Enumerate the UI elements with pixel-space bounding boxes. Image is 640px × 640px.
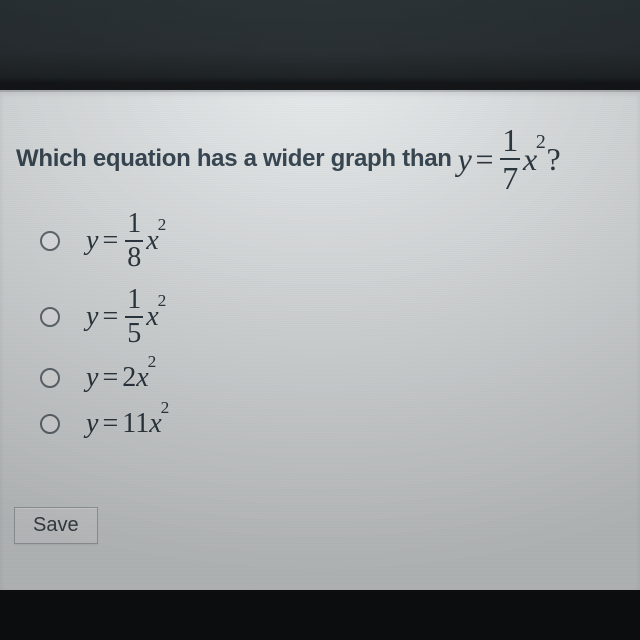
radio-icon[interactable] [40,368,60,388]
fraction: 1 8 [125,210,143,272]
question-equation: y = 1 7 x2? [458,124,561,194]
radio-icon[interactable] [40,414,60,434]
question-panel: Which equation has a wider graph than y … [0,90,640,590]
radio-icon[interactable] [40,231,60,251]
radio-icon[interactable] [40,307,60,327]
option-c-equation: y = 2x2 [86,362,157,394]
fraction: 1 7 [500,124,520,194]
question-text: Which equation has a wider graph than y … [16,124,630,194]
option-d[interactable]: y = 11x2 [40,408,170,440]
option-c[interactable]: y = 2x2 [40,362,170,394]
save-button[interactable]: Save [14,507,98,544]
save-container: Save [14,507,98,544]
option-b-equation: y = 1 5 x2 [86,286,167,348]
fraction: 1 5 [125,286,143,348]
option-a[interactable]: y = 1 8 x2 [40,210,170,272]
options-group: y = 1 8 x2 y = 1 5 [40,210,170,454]
screen: Which equation has a wider graph than y … [0,0,640,640]
question-prompt: Which equation has a wider graph than [16,145,452,173]
option-a-equation: y = 1 8 x2 [86,210,167,272]
option-b[interactable]: y = 1 5 x2 [40,286,170,348]
option-d-equation: y = 11x2 [86,408,170,440]
